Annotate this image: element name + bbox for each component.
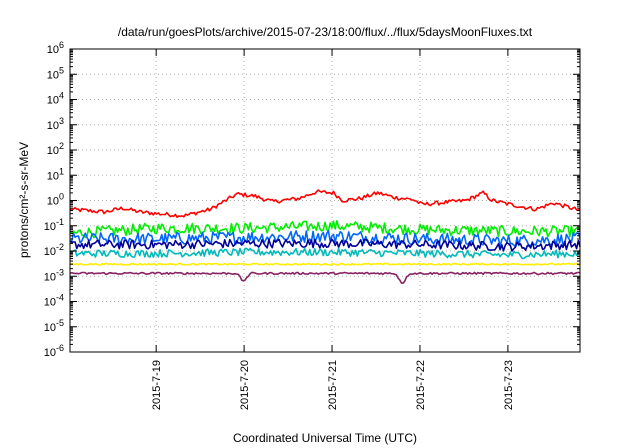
y-tick-label: 106 [47, 40, 64, 56]
y-tick-label: 10-3 [44, 267, 64, 283]
x-axis-ticks: 2015-7-19 2015-7-20 2015-7-21 2015-7-22 2015… [151, 49, 515, 410]
y-tick-label: 103 [47, 116, 64, 132]
x-tick-label: 2015-7-21 [327, 360, 339, 410]
y-axis-ticks: 10-6 10-5 10-4 10-3 10-2 10-1 100 101 102 103 104 1… [44, 40, 580, 359]
y-tick-label: 10-6 [44, 343, 64, 359]
y-tick-label: 10-4 [44, 293, 64, 309]
series-line [69, 271, 581, 284]
y-tick-label: 10-2 [44, 242, 64, 258]
x-tick-label: 2015-7-23 [503, 360, 515, 410]
x-tick-label: 2015-7-19 [151, 360, 163, 410]
grid-lines [70, 49, 580, 352]
y-tick-label: 102 [47, 141, 64, 157]
x-tick-label: 2015-7-22 [415, 360, 427, 410]
y-tick-label: 105 [47, 65, 64, 81]
y-tick-label: 104 [47, 91, 64, 107]
series-line [69, 230, 581, 248]
x-tick-label: 2015-7-20 [239, 360, 251, 410]
y-tick-label: 10-1 [44, 217, 64, 233]
series-line [69, 238, 581, 252]
series-line [69, 247, 581, 260]
series-line [69, 262, 581, 266]
y-tick-label: 101 [47, 166, 64, 182]
y-axis-label: protons/cm²-s-sr-MeV [17, 142, 31, 258]
x-axis-label: Coordinated Universal Time (UTC) [233, 431, 417, 445]
y-tick-label: 10-5 [44, 318, 64, 334]
y-tick-label: 100 [47, 192, 64, 208]
series-lines [69, 189, 581, 284]
series-line [69, 220, 581, 239]
chart-title: /data/run/goesPlots/archive/2015-07-23/1… [118, 25, 533, 39]
series-line [69, 189, 581, 218]
